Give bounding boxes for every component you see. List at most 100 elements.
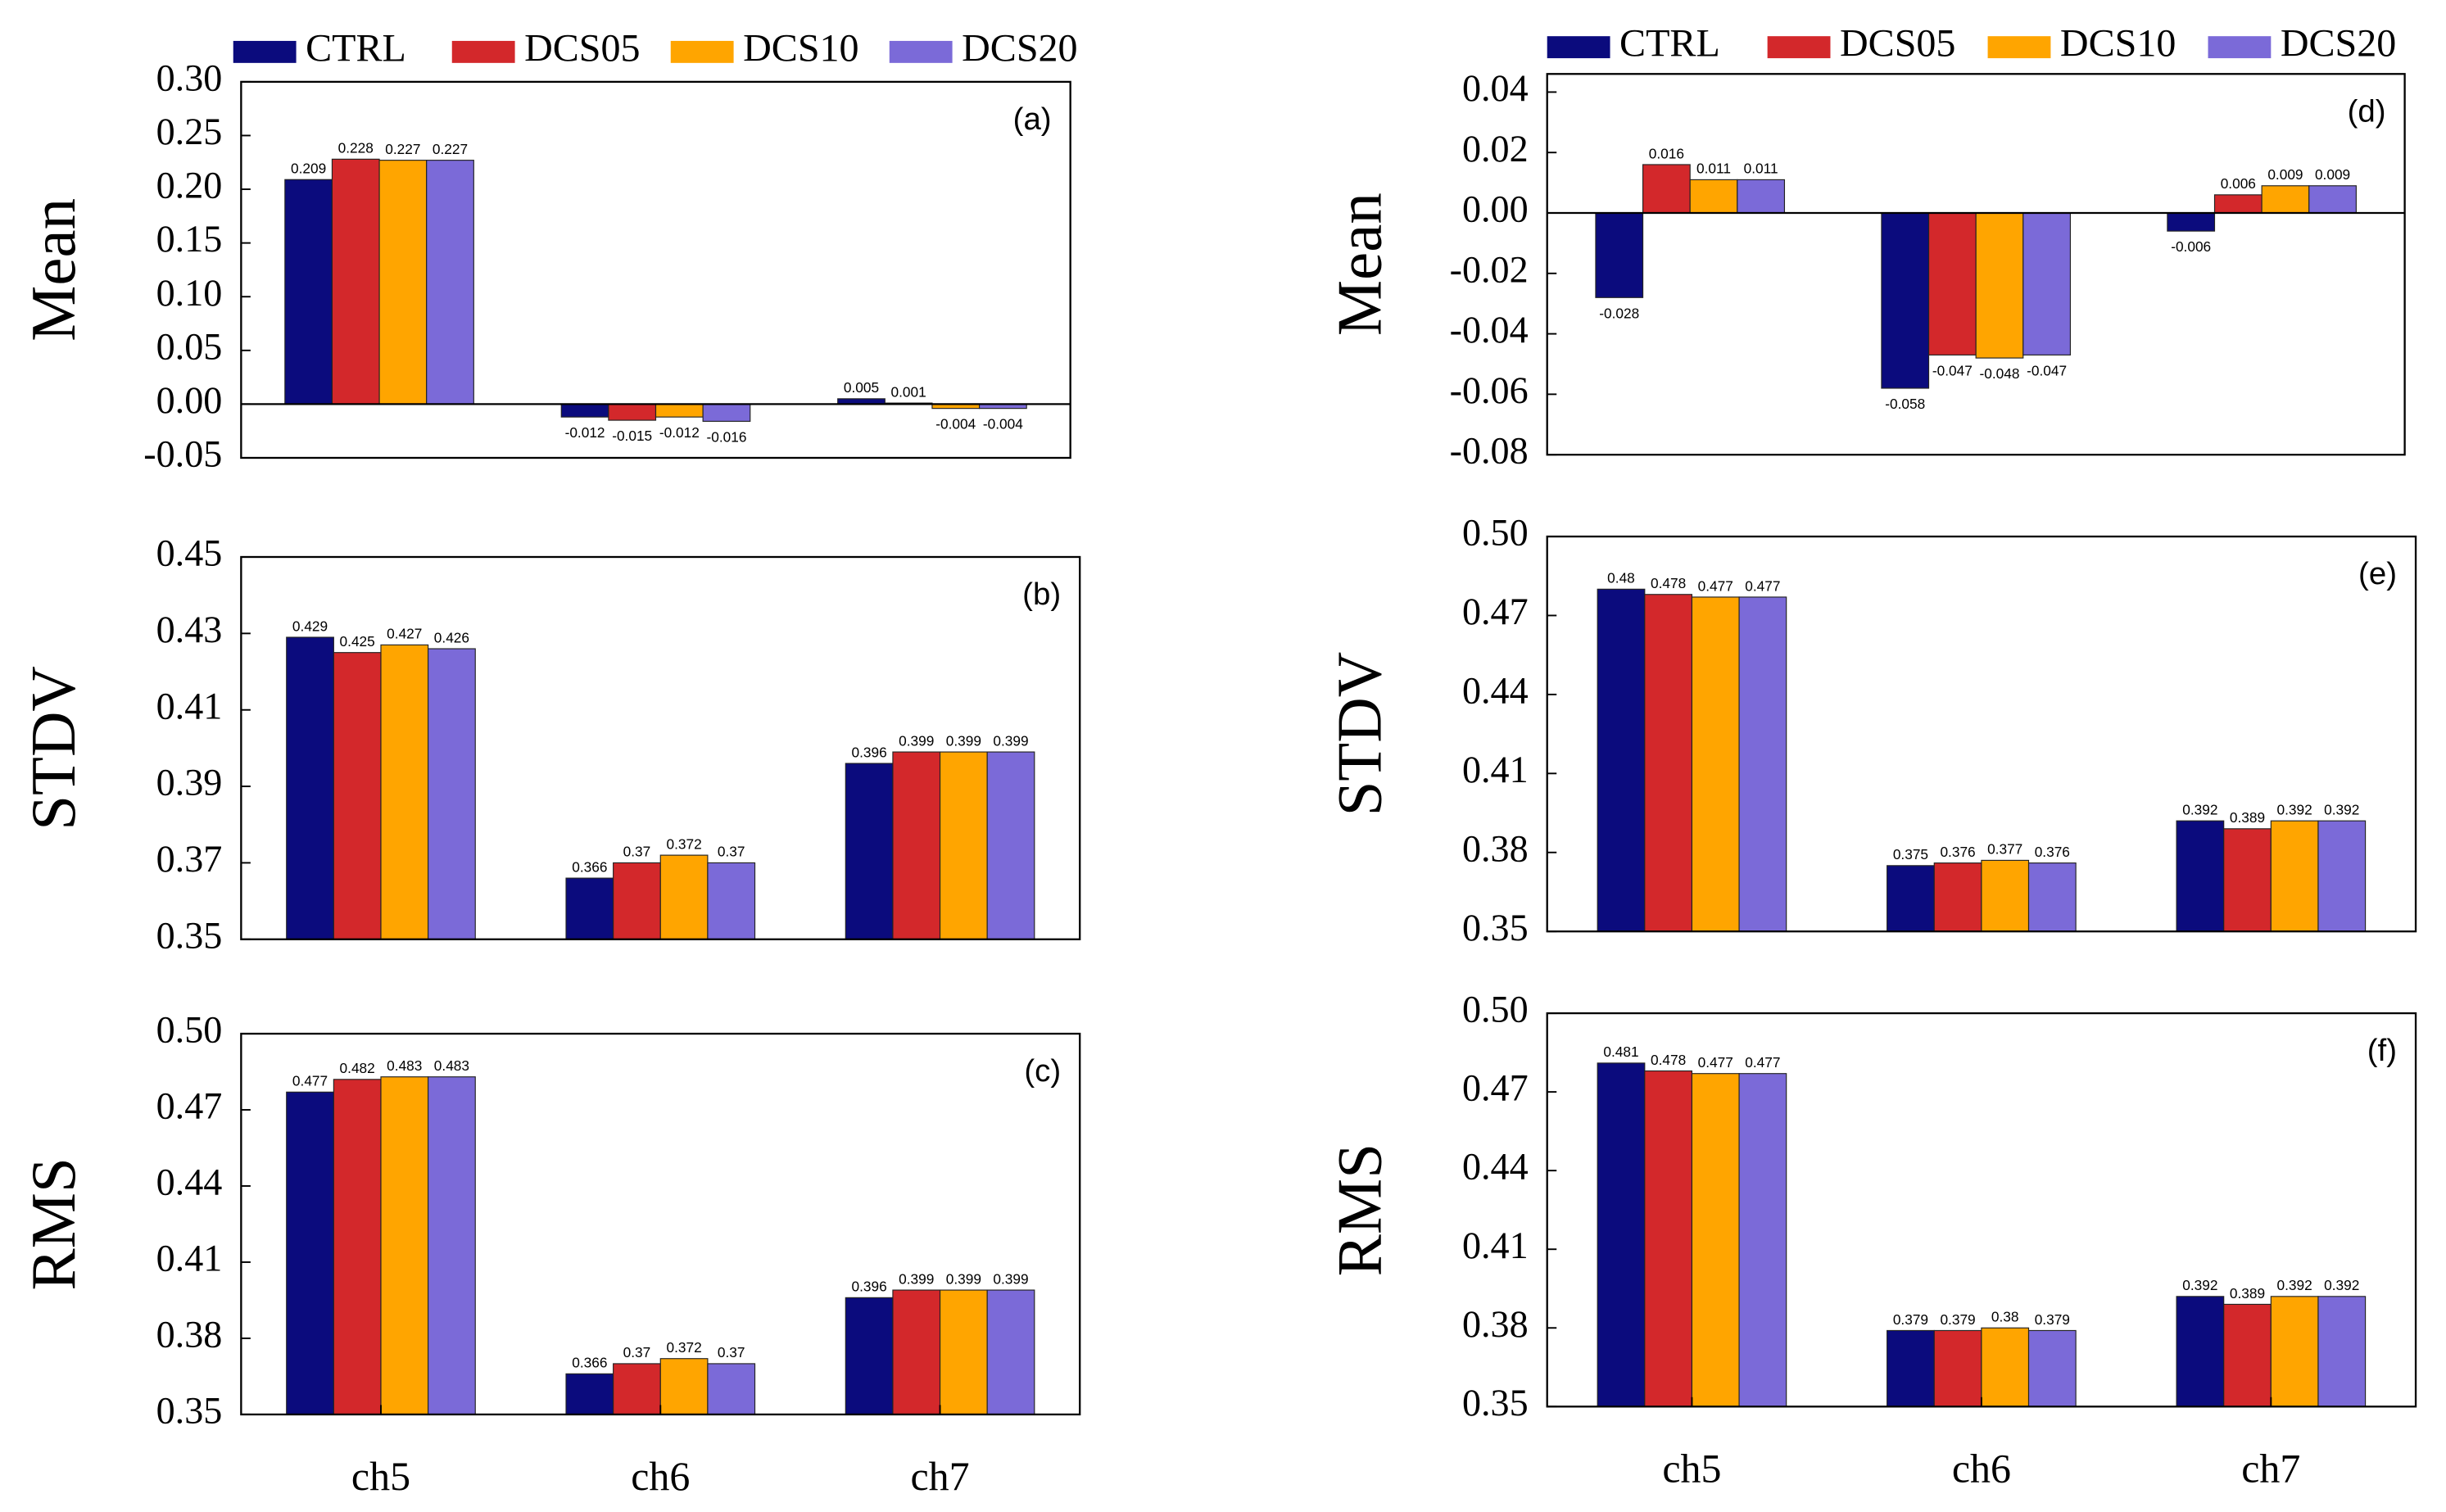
value-label: 0.009 xyxy=(2267,166,2303,183)
bar xyxy=(986,1289,1035,1415)
bar xyxy=(939,1289,988,1415)
value-label: 0.001 xyxy=(891,383,926,400)
bar xyxy=(1887,1329,1935,1407)
bar xyxy=(2027,1329,2077,1407)
y-tick-label: 0.45 xyxy=(156,532,223,574)
legend-swatch xyxy=(233,40,297,63)
bar xyxy=(892,751,941,940)
value-label: 0.377 xyxy=(1987,841,2022,858)
legend-label: DCS10 xyxy=(2060,22,2176,66)
value-label: -0.048 xyxy=(1979,365,2019,382)
bar xyxy=(380,1076,429,1415)
x-tick-label: ch7 xyxy=(911,1453,970,1499)
x-tick-label: ch5 xyxy=(351,1453,410,1499)
y-tick-label: 0.02 xyxy=(1462,128,1529,170)
value-label: 0.48 xyxy=(1607,570,1635,586)
y-tick-label: 0.38 xyxy=(1462,1303,1529,1345)
bar xyxy=(702,403,751,422)
bar xyxy=(2317,1296,2367,1407)
y-axis-title: RMS xyxy=(19,1157,88,1290)
value-label: 0.392 xyxy=(2324,801,2359,817)
bar xyxy=(1933,1329,1982,1407)
plot-frame xyxy=(1546,535,2417,933)
bar xyxy=(331,158,380,405)
panel-label: (e) xyxy=(2358,556,2397,591)
value-label: -0.012 xyxy=(659,424,700,441)
y-tick-label: 0.41 xyxy=(156,1238,223,1279)
bar xyxy=(1887,865,1935,932)
bar xyxy=(1981,859,2030,932)
value-label: 0.392 xyxy=(2277,801,2312,817)
plot-frame xyxy=(240,80,1071,459)
y-tick-label: 0.47 xyxy=(1462,591,1529,632)
value-label: 0.376 xyxy=(2035,844,2070,860)
y-tick-label: 0.41 xyxy=(1462,749,1529,790)
y-tick-label: -0.08 xyxy=(1450,430,1529,472)
bar xyxy=(2176,1296,2225,1407)
legend-swatch xyxy=(1547,36,1610,59)
y-tick-label: 0.04 xyxy=(1462,67,1529,109)
panel-label: (b) xyxy=(1022,577,1061,612)
bar xyxy=(659,854,709,940)
value-label: 0.392 xyxy=(2182,1277,2217,1293)
value-label: 0.379 xyxy=(1893,1311,1928,1328)
bar xyxy=(1691,596,1740,932)
value-label: 0.005 xyxy=(844,379,879,396)
value-label: 0.227 xyxy=(433,141,468,157)
value-label: 0.399 xyxy=(946,732,981,749)
y-tick-label: 0.38 xyxy=(1462,827,1529,869)
bar xyxy=(2308,185,2357,214)
y-tick-label: 0.00 xyxy=(156,379,223,421)
value-label: 0.006 xyxy=(2221,175,2256,192)
y-tick-label: 0.35 xyxy=(156,914,223,956)
legend-swatch xyxy=(1767,36,1831,59)
value-label: 0.425 xyxy=(340,633,375,650)
value-label: 0.477 xyxy=(1698,577,1733,594)
value-label: 0.478 xyxy=(1651,1052,1686,1068)
value-label: -0.004 xyxy=(983,416,1023,432)
y-tick-label: 0.50 xyxy=(156,1009,223,1051)
legend-swatch xyxy=(889,40,953,63)
value-label: -0.028 xyxy=(1599,305,1639,321)
value-label: 0.389 xyxy=(2230,809,2265,826)
bar xyxy=(707,1363,756,1415)
value-label: 0.483 xyxy=(434,1057,469,1074)
value-label: -0.016 xyxy=(706,428,746,445)
bar xyxy=(1881,212,1930,389)
y-tick-label: -0.05 xyxy=(143,433,222,475)
y-tick-label: -0.06 xyxy=(1450,369,1529,411)
value-label: 0.427 xyxy=(387,626,422,642)
value-label: 0.429 xyxy=(292,618,328,634)
value-label: -0.006 xyxy=(2171,238,2211,255)
value-label: 0.392 xyxy=(2182,801,2217,817)
bar xyxy=(613,862,661,940)
y-tick-label: 0.15 xyxy=(156,218,223,260)
bar xyxy=(613,1363,661,1415)
bar xyxy=(1737,179,1786,214)
plot-frame xyxy=(240,555,1081,940)
bar xyxy=(845,763,894,940)
bar xyxy=(707,862,756,940)
value-label: -0.047 xyxy=(2027,362,2067,378)
value-label: 0.392 xyxy=(2324,1277,2359,1293)
value-label: 0.37 xyxy=(623,844,651,860)
value-label: 0.392 xyxy=(2277,1277,2312,1293)
bar xyxy=(565,1373,614,1415)
bar xyxy=(2027,862,2077,932)
value-label: 0.011 xyxy=(1696,161,1731,177)
panel-label: (c) xyxy=(1024,1053,1061,1089)
value-label: 0.227 xyxy=(385,141,420,157)
y-tick-label: 0.47 xyxy=(156,1085,223,1127)
x-tick-label: ch6 xyxy=(1952,1445,2011,1491)
x-tick-label: ch5 xyxy=(1662,1445,1721,1491)
value-label: 0.482 xyxy=(340,1060,375,1076)
value-label: 0.396 xyxy=(852,1279,887,1295)
value-label: 0.399 xyxy=(993,732,1028,749)
bar xyxy=(2270,1296,2319,1407)
x-tick-label: ch6 xyxy=(631,1453,690,1499)
value-label: 0.396 xyxy=(852,744,887,760)
bar xyxy=(1689,179,1738,214)
panel-label: (d) xyxy=(2348,93,2386,129)
bar xyxy=(378,160,428,405)
